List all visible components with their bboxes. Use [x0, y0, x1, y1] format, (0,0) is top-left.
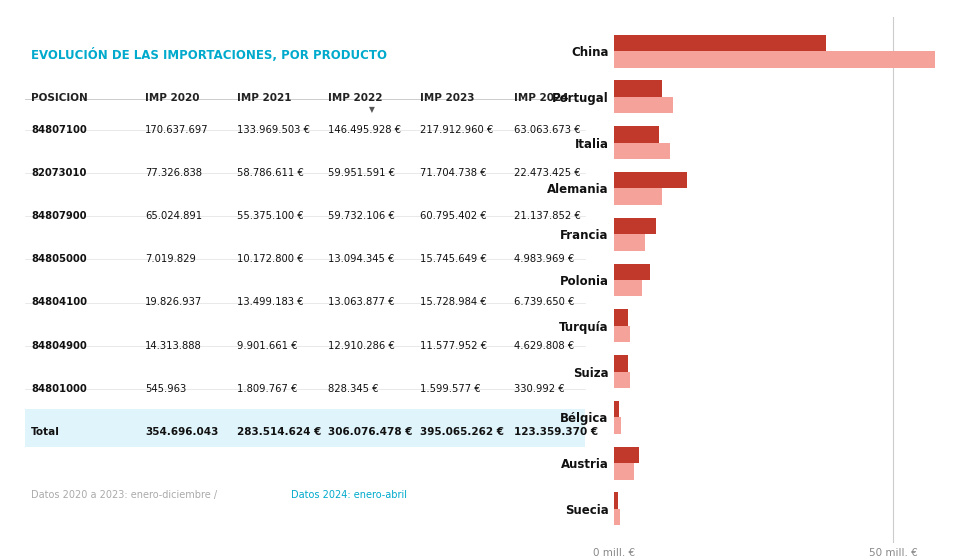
Text: IMP 2023: IMP 2023	[419, 93, 474, 103]
Text: 354.696.043: 354.696.043	[145, 427, 219, 437]
Text: 306.076.478 €: 306.076.478 €	[328, 427, 413, 437]
Text: 84801000: 84801000	[31, 384, 87, 394]
Text: Datos 2024: enero-abril: Datos 2024: enero-abril	[291, 490, 407, 500]
Bar	[614, 371, 630, 388]
Text: 828.345 €: 828.345 €	[328, 384, 378, 394]
Text: 21.137.852 €: 21.137.852 €	[514, 211, 581, 221]
Text: 330.992 €: 330.992 €	[514, 384, 564, 394]
Text: IMP 2024: IMP 2024	[514, 93, 568, 103]
Text: EVOLUCIÓN DE LAS IMPORTACIONES, POR PRODUCTO: EVOLUCIÓN DE LAS IMPORTACIONES, POR PROD…	[31, 48, 387, 62]
Text: 545.963: 545.963	[145, 384, 186, 394]
Bar	[614, 218, 656, 234]
Bar	[614, 264, 651, 280]
Text: 13.063.877 €: 13.063.877 €	[328, 297, 395, 307]
Text: 84804900: 84804900	[31, 340, 87, 351]
Text: ▼: ▼	[368, 105, 374, 114]
Text: 15.745.649 €: 15.745.649 €	[419, 254, 486, 264]
Text: 11.577.952 €: 11.577.952 €	[419, 340, 487, 351]
Bar	[614, 417, 620, 434]
Text: 65.024.891: 65.024.891	[145, 211, 203, 221]
Text: 15.728.984 €: 15.728.984 €	[419, 297, 486, 307]
Text: 13.499.183 €: 13.499.183 €	[237, 297, 303, 307]
Text: 283.514.624 €: 283.514.624 €	[237, 427, 321, 437]
Text: 82073010: 82073010	[31, 168, 86, 178]
Text: 58.786.611 €: 58.786.611 €	[237, 168, 304, 178]
Bar	[614, 189, 662, 205]
Bar	[614, 97, 672, 113]
Bar	[614, 492, 618, 509]
Bar	[614, 463, 634, 479]
Text: 84807900: 84807900	[31, 211, 86, 221]
Text: 84804100: 84804100	[31, 297, 87, 307]
Bar	[614, 355, 628, 371]
Bar	[614, 447, 639, 463]
Text: 19.826.937: 19.826.937	[145, 297, 203, 307]
Text: Datos 2020 a 2023: enero-diciembre /: Datos 2020 a 2023: enero-diciembre /	[31, 490, 220, 500]
Text: 55.375.100 €: 55.375.100 €	[237, 211, 304, 221]
Text: 4.983.969 €: 4.983.969 €	[514, 254, 574, 264]
Text: 395.065.262 €: 395.065.262 €	[419, 427, 504, 437]
Text: 7.019.829: 7.019.829	[145, 254, 196, 264]
Text: IMP 2021: IMP 2021	[237, 93, 291, 103]
Bar	[614, 234, 645, 251]
Text: 84805000: 84805000	[31, 254, 86, 264]
Text: 59.732.106 €: 59.732.106 €	[328, 211, 395, 221]
Bar	[614, 81, 662, 97]
Text: 1.809.767 €: 1.809.767 €	[237, 384, 297, 394]
Text: 123.359.370 €: 123.359.370 €	[514, 427, 598, 437]
Text: 14.313.888: 14.313.888	[145, 340, 202, 351]
Text: 4.629.808 €: 4.629.808 €	[514, 340, 574, 351]
Text: 77.326.838: 77.326.838	[145, 168, 202, 178]
Bar	[614, 35, 826, 51]
Text: 12.910.286 €: 12.910.286 €	[328, 340, 395, 351]
Bar	[614, 126, 659, 143]
Text: 13.094.345 €: 13.094.345 €	[328, 254, 395, 264]
Text: 59.951.591 €: 59.951.591 €	[328, 168, 395, 178]
Bar	[614, 326, 630, 342]
Bar	[614, 309, 628, 326]
Text: 63.063.673 €: 63.063.673 €	[514, 125, 580, 135]
Text: IMP 2020: IMP 2020	[145, 93, 200, 103]
Text: 60.795.402 €: 60.795.402 €	[419, 211, 486, 221]
Bar	[614, 509, 619, 525]
Text: 22.473.425 €: 22.473.425 €	[514, 168, 580, 178]
Bar	[614, 280, 642, 296]
Text: 217.912.960 €: 217.912.960 €	[419, 125, 493, 135]
Text: 10.172.800 €: 10.172.800 €	[237, 254, 303, 264]
Text: 9.901.661 €: 9.901.661 €	[237, 340, 297, 351]
Text: IMP 2022: IMP 2022	[328, 93, 383, 103]
Text: 146.495.928 €: 146.495.928 €	[328, 125, 401, 135]
Bar	[614, 401, 618, 417]
Text: POSICION: POSICION	[31, 93, 88, 103]
Bar	[614, 172, 687, 189]
FancyBboxPatch shape	[25, 409, 585, 447]
Text: 6.739.650 €: 6.739.650 €	[514, 297, 574, 307]
Text: Total: Total	[31, 427, 60, 437]
Text: 133.969.503 €: 133.969.503 €	[237, 125, 310, 135]
Text: 71.704.738 €: 71.704.738 €	[419, 168, 486, 178]
Bar	[614, 143, 670, 159]
Text: 84807100: 84807100	[31, 125, 87, 135]
Bar	[614, 51, 935, 68]
Text: 170.637.697: 170.637.697	[145, 125, 209, 135]
Text: 1.599.577 €: 1.599.577 €	[419, 384, 480, 394]
